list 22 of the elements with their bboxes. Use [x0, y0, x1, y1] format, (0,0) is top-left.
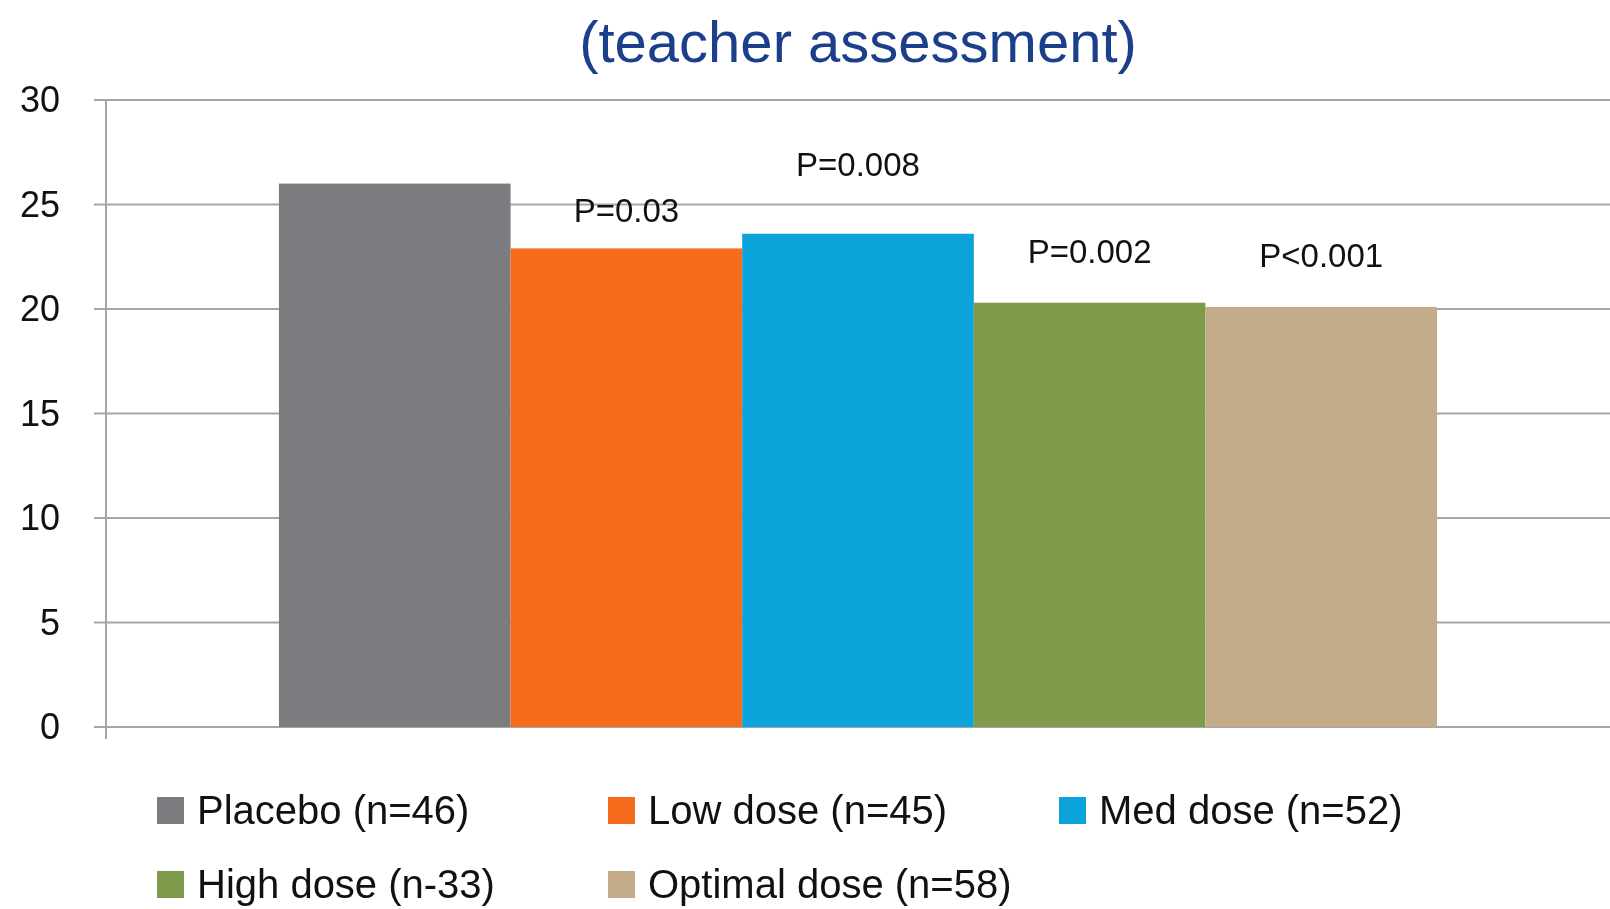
y-tick-label: 5 [39, 601, 60, 643]
annotation: P=0.002 [1027, 232, 1152, 270]
legend-label: Optimal dose (n=58) [648, 862, 1012, 906]
annotation: P<0.001 [1259, 236, 1384, 274]
bar [742, 233, 974, 727]
y-tick-label: 10 [19, 497, 60, 538]
annotation: P=0.03 [573, 192, 680, 230]
bar [1205, 306, 1438, 727]
annotation: P=0.008 [796, 145, 920, 183]
y-tick-label: 0 [39, 706, 60, 747]
legend-label: Placebo (n=46) [197, 788, 470, 832]
legend-label: High dose (n-33) [197, 862, 495, 906]
bar [510, 248, 743, 727]
y-tick-label: 15 [19, 392, 60, 434]
legend-label: Low dose (n=45) [648, 788, 948, 832]
bar [278, 183, 511, 727]
legend-label: Med dose (n=52) [1099, 788, 1403, 832]
bar [973, 302, 1206, 727]
chart-title: (teacher assessment) [579, 9, 1137, 74]
y-tick-label: 20 [19, 288, 60, 329]
y-tick-label: 30 [19, 79, 60, 120]
y-tick-label: 25 [19, 183, 60, 225]
